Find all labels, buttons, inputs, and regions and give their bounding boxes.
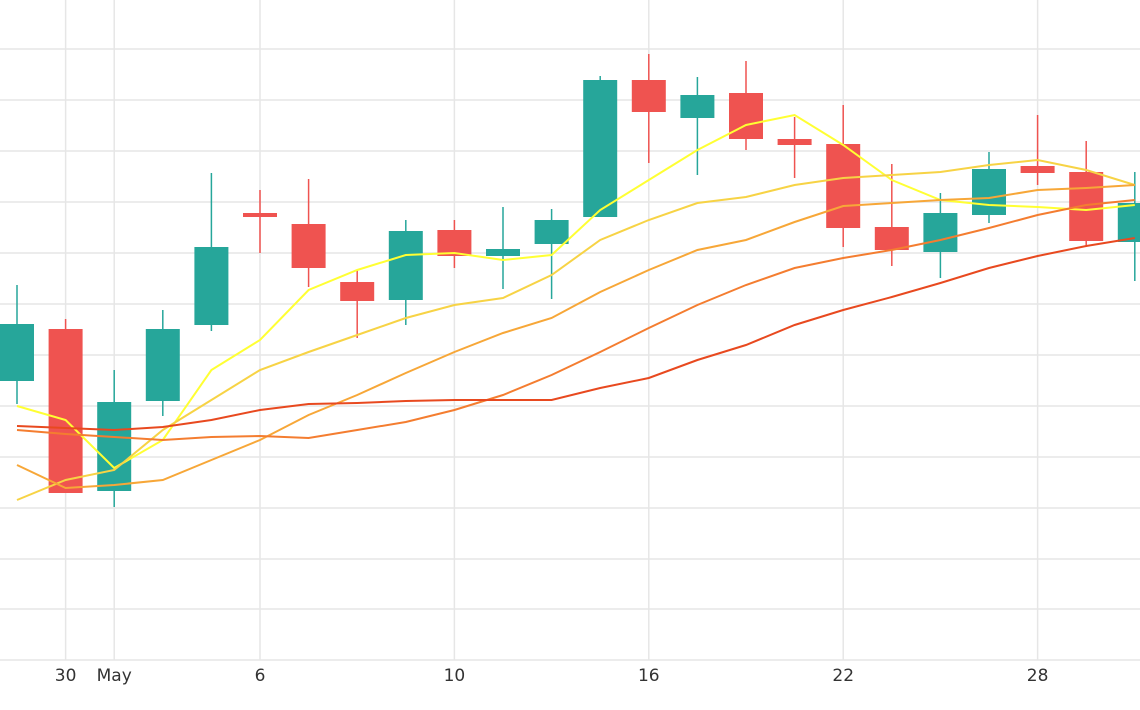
x-tick-label: 16 bbox=[638, 666, 660, 686]
x-tick-label: May bbox=[97, 666, 132, 686]
candle-body bbox=[826, 144, 861, 228]
moving-average-line bbox=[16, 184, 1135, 490]
candle-body bbox=[243, 213, 277, 217]
candle-body bbox=[486, 249, 520, 256]
candle-body bbox=[777, 139, 812, 145]
candle-body bbox=[97, 402, 132, 491]
candle-body bbox=[48, 329, 83, 493]
candle-body bbox=[534, 220, 569, 244]
moving-average-line bbox=[16, 237, 1135, 432]
moving-average-line bbox=[16, 199, 1135, 442]
candle-body bbox=[874, 227, 909, 250]
candle-body bbox=[583, 80, 618, 217]
x-tick-label: 6 bbox=[255, 666, 266, 686]
candle-body bbox=[1020, 166, 1055, 173]
candle-body bbox=[1117, 203, 1140, 242]
candle-body bbox=[680, 95, 715, 118]
x-tick-label: 28 bbox=[1027, 666, 1049, 686]
x-tick-label: 22 bbox=[832, 666, 854, 686]
candle-body bbox=[291, 224, 326, 268]
candle-body bbox=[631, 80, 666, 112]
candle-body bbox=[923, 213, 958, 252]
candle-body bbox=[194, 247, 229, 325]
candle-body bbox=[388, 231, 423, 300]
moving-average-line bbox=[16, 158, 1136, 501]
candle-body bbox=[340, 282, 375, 301]
candle-body bbox=[145, 329, 180, 401]
candle-body bbox=[437, 230, 472, 256]
x-tick-label: 30 bbox=[55, 666, 77, 686]
moving-average-line bbox=[16, 113, 1135, 470]
candle-body bbox=[0, 324, 34, 381]
x-tick-label: 10 bbox=[444, 666, 466, 686]
candle-body bbox=[972, 169, 1006, 215]
